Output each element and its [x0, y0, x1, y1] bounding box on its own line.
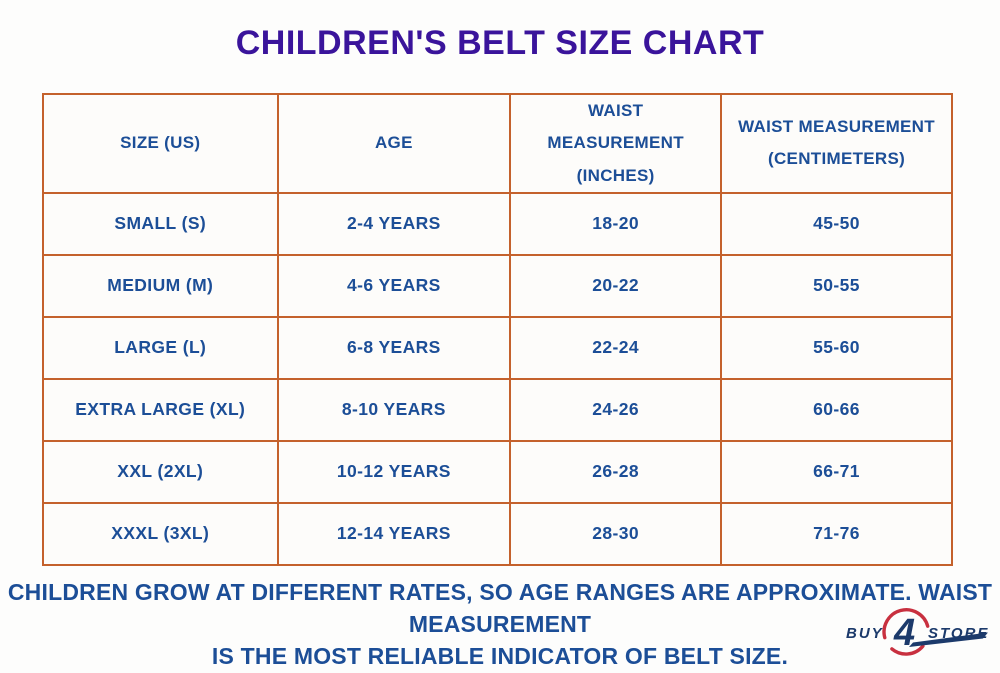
table-cell: XXXL (3XL) [42, 501, 279, 566]
table-cell: MEDIUM (M) [42, 253, 279, 318]
footer-note: CHILDREN GROW AT DIFFERENT RATES, SO AGE… [0, 576, 1000, 673]
table-row-medium: MEDIUM (M) 4-6 YEARS 20-22 50-55 [42, 253, 953, 318]
column-header-waist-inches: WAIST MEASUREMENT (INCHES) [509, 93, 723, 194]
size-chart-table: SIZE (US) AGE WAIST MEASUREMENT (INCHES)… [42, 93, 953, 566]
logo-text-store: STORE [928, 625, 989, 642]
column-header-waist-centimeters: WAIST MEASUREMENT (CENTIMETERS) [720, 93, 953, 194]
table-row-extra-large: EXTRA LARGE (XL) 8-10 YEARS 24-26 60-66 [42, 377, 953, 442]
table-cell: 26-28 [509, 439, 723, 504]
table-cell: 45-50 [720, 191, 953, 256]
table-cell: 28-30 [509, 501, 723, 566]
table-cell: 20-22 [509, 253, 723, 318]
table-cell: 55-60 [720, 315, 953, 380]
table-cell: SMALL (S) [42, 191, 279, 256]
table-row-xxxl: XXXL (3XL) 12-14 YEARS 28-30 71-76 [42, 501, 953, 566]
table-row-large: LARGE (L) 6-8 YEARS 22-24 55-60 [42, 315, 953, 380]
table-cell: 18-20 [509, 191, 723, 256]
table-row-small: SMALL (S) 2-4 YEARS 18-20 45-50 [42, 191, 953, 256]
logo-circle-arc-top-icon [882, 608, 930, 640]
table-cell: 12-14 YEARS [276, 501, 512, 566]
table-cell: 50-55 [720, 253, 953, 318]
footer-note-line2: IS THE MOST RELIABLE INDICATOR OF BELT S… [211, 643, 789, 670]
table-cell: 24-26 [509, 377, 723, 442]
column-header-size: SIZE (US) [42, 93, 279, 194]
table-cell: EXTRA LARGE (XL) [42, 377, 279, 442]
footer-note-line1: CHILDREN GROW AT DIFFERENT RATES, SO AGE… [7, 579, 993, 638]
table-row-xxl: XXL (2XL) 10-12 YEARS 26-28 66-71 [42, 439, 953, 504]
table-header-row: SIZE (US) AGE WAIST MEASUREMENT (INCHES)… [42, 93, 953, 194]
table-cell: 10-12 YEARS [276, 439, 512, 504]
table-cell: 66-71 [720, 439, 953, 504]
logo-text-buy: BUY [846, 625, 884, 642]
table-cell: LARGE (L) [42, 315, 279, 380]
table-cell: 2-4 YEARS [276, 191, 512, 256]
table-cell: 60-66 [720, 377, 953, 442]
table-cell: 8-10 YEARS [276, 377, 512, 442]
buy4store-logo: BUY 4 STORE [843, 604, 993, 662]
table-cell: 71-76 [720, 501, 953, 566]
table-cell: XXL (2XL) [42, 439, 279, 504]
table-cell: 4-6 YEARS [276, 253, 512, 318]
logo-digit-4: 4 [893, 612, 915, 654]
logo-swoosh-icon [909, 632, 988, 647]
table-cell: 22-24 [509, 315, 723, 380]
table-cell: 6-8 YEARS [276, 315, 512, 380]
column-header-age: AGE [276, 93, 512, 194]
page-title: CHILDREN'S BELT SIZE CHART [235, 24, 765, 62]
logo-circle-arc-bottom-icon [890, 644, 925, 656]
buy4store-logo-graphic: BUY 4 STORE [846, 608, 989, 656]
